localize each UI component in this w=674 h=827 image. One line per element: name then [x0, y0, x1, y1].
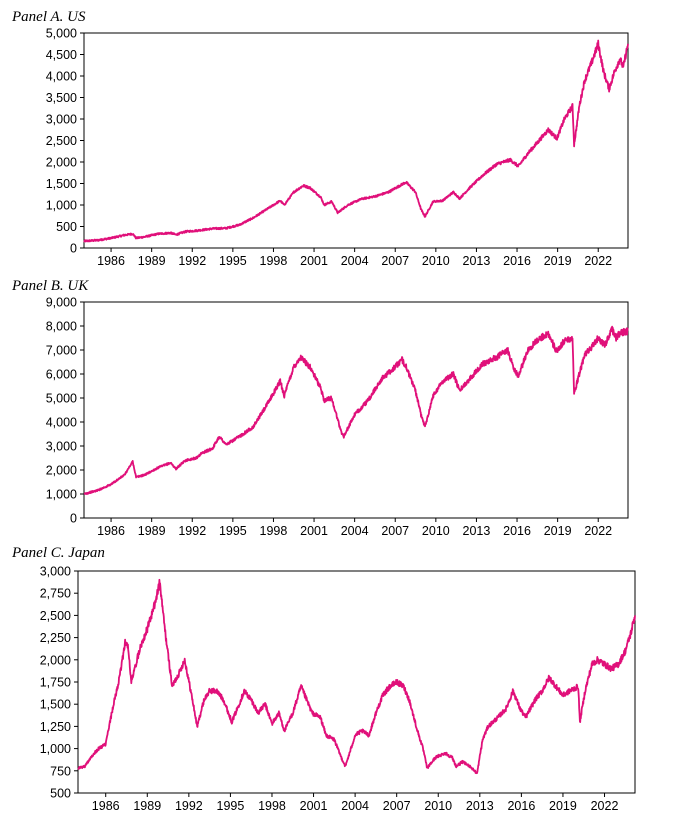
y-tick-label: 4,500 [46, 48, 77, 62]
y-tick-label: 1,000 [46, 488, 77, 502]
x-tick-label: 1989 [138, 254, 166, 268]
x-tick-label: 2004 [341, 254, 369, 268]
x-tick-label: 1995 [219, 524, 247, 538]
y-tick-label: 2,500 [40, 609, 71, 623]
x-tick-label: 2022 [591, 799, 619, 813]
x-tick-label: 1986 [97, 254, 125, 268]
x-tick-label: 1986 [92, 799, 120, 813]
panel-title: Panel A. US [11, 9, 86, 25]
y-tick-label: 5,000 [46, 392, 77, 406]
y-tick-label: 0 [70, 242, 77, 256]
panel-us: Panel A. US 0 500 1,000 1,500 2,000 2,500 3,00… [11, 9, 629, 268]
x-tick-label: 2001 [300, 524, 328, 538]
plot-frame [83, 32, 629, 249]
x-tick-label: 1989 [138, 524, 166, 538]
x-tick-label: 2004 [341, 524, 369, 538]
y-tick-label: 2,500 [46, 134, 77, 148]
y-tick-label: 1,750 [40, 676, 71, 690]
x-tick-label: 2004 [341, 799, 369, 813]
x-tick-label: 2016 [503, 254, 531, 268]
x-tick-label: 2016 [507, 799, 535, 813]
y-tick-label: 3,000 [46, 440, 77, 454]
panel-title: Panel B. UK [11, 278, 89, 294]
panel-title: Panel C. Japan [11, 545, 105, 561]
x-tick-label: 1989 [133, 799, 161, 813]
y-axis: 0 500 1,000 1,500 2,000 2,500 3,000 3,500 4,000 4… [46, 27, 84, 256]
x-tick-label: 2001 [300, 799, 328, 813]
y-tick-label: 0 [70, 512, 77, 526]
x-tick-label: 2019 [544, 254, 572, 268]
y-tick-label: 4,000 [46, 416, 77, 430]
y-tick-label: 5,000 [46, 27, 77, 41]
y-tick-label: 1,000 [46, 199, 77, 213]
x-tick-label: 2007 [383, 799, 411, 813]
x-tick-label: 1992 [175, 799, 203, 813]
y-axis: 0 1,000 2,000 3,000 4,000 5,000 6,000 7,000 8,00… [46, 296, 84, 526]
y-axis: 500 750 1,000 1,250 1,500 1,750 2,000 2,250 2,50… [40, 565, 78, 801]
y-tick-label: 2,000 [46, 464, 77, 478]
plot-frame [77, 570, 636, 794]
x-tick-label: 1992 [178, 524, 206, 538]
x-tick-label: 2019 [549, 799, 577, 813]
x-tick-label: 2007 [381, 524, 409, 538]
x-tick-label: 2022 [584, 524, 612, 538]
y-tick-label: 2,750 [40, 587, 71, 601]
x-tick-label: 2013 [466, 799, 494, 813]
x-tick-label: 2019 [544, 524, 572, 538]
y-tick-label: 3,000 [46, 113, 77, 127]
y-tick-label: 1,500 [40, 698, 71, 712]
x-tick-label: 2022 [584, 254, 612, 268]
series-line-us [83, 39, 629, 243]
y-tick-label: 1,500 [46, 177, 77, 191]
y-tick-label: 1,000 [40, 742, 71, 756]
x-tick-label: 1992 [178, 254, 206, 268]
y-tick-label: 1,250 [40, 720, 71, 734]
x-tick-label: 2013 [463, 254, 491, 268]
panel-japan: Panel C. Japan 500 750 1,000 1,250 1,500 1,75… [11, 545, 636, 813]
x-tick-label: 2016 [503, 524, 531, 538]
x-tick-label: 1986 [97, 524, 125, 538]
x-axis: 1986 1989 1992 1995 1998 2001 2004 2007 2010 2013… [92, 793, 619, 813]
y-tick-label: 9,000 [46, 296, 77, 310]
x-tick-label: 1998 [260, 254, 288, 268]
x-tick-label: 2010 [422, 254, 450, 268]
y-tick-label: 2,250 [40, 631, 71, 645]
y-tick-label: 500 [50, 787, 71, 801]
x-tick-label: 2010 [424, 799, 452, 813]
y-tick-label: 750 [50, 764, 71, 778]
y-tick-label: 7,000 [46, 344, 77, 358]
x-axis: 1986 1989 1992 1995 1998 2001 2004 2007 2010 2013… [97, 248, 612, 268]
x-tick-label: 1995 [219, 254, 247, 268]
x-tick-label: 1995 [217, 799, 245, 813]
plot-frame [83, 301, 629, 519]
y-tick-label: 3,500 [46, 91, 77, 105]
x-tick-label: 2007 [381, 254, 409, 268]
y-tick-label: 8,000 [46, 320, 77, 334]
panel-uk: Panel B. UK 0 1,000 2,000 3,000 4,000 5,000 6,… [11, 278, 629, 538]
x-axis: 1986 1989 1992 1995 1998 2001 2004 2007 2010 2013… [97, 518, 612, 538]
y-tick-label: 500 [56, 220, 77, 234]
series-line-japan [77, 578, 636, 775]
x-tick-label: 1998 [258, 799, 286, 813]
y-tick-label: 3,000 [40, 565, 71, 579]
y-tick-label: 4,000 [46, 70, 77, 84]
x-tick-label: 2001 [300, 254, 328, 268]
y-tick-label: 6,000 [46, 368, 77, 382]
x-tick-label: 2010 [422, 524, 450, 538]
x-tick-label: 2013 [463, 524, 491, 538]
x-tick-label: 1998 [260, 524, 288, 538]
series-line-uk [83, 325, 629, 495]
y-tick-label: 2,000 [40, 653, 71, 667]
y-tick-label: 2,000 [46, 156, 77, 170]
